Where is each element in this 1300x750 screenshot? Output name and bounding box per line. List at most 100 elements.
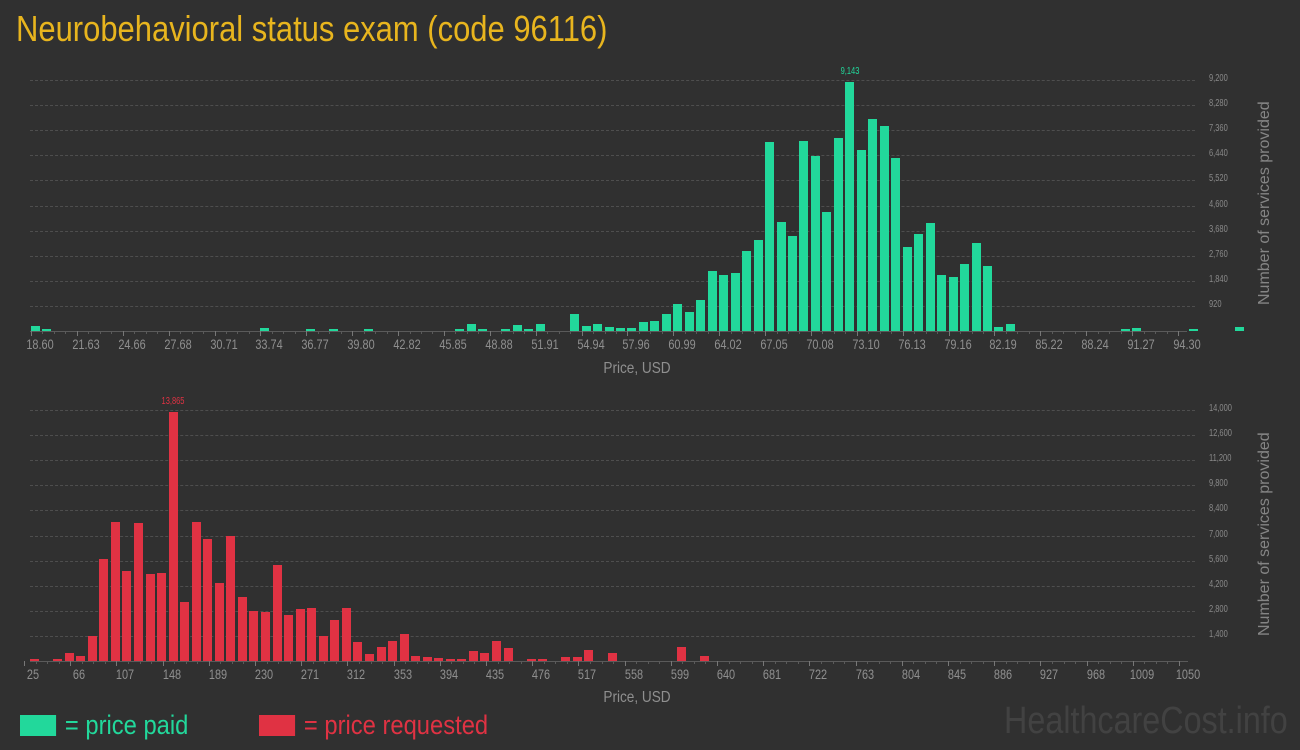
- histogram-bar: [570, 314, 580, 331]
- peak-value-label: 9,143: [840, 65, 860, 77]
- x-minor-tick: [1144, 661, 1146, 664]
- histogram-bar: [983, 265, 992, 331]
- x-tick-mark: [627, 331, 629, 336]
- gridline: [30, 610, 1195, 612]
- x-minor-tick: [375, 331, 377, 334]
- x-minor-tick: [696, 331, 698, 334]
- x-minor-tick: [185, 661, 187, 664]
- histogram-bar: [661, 314, 671, 331]
- gridline: [30, 535, 1195, 537]
- histogram-bar: [1235, 326, 1245, 331]
- histogram-bar: [845, 81, 855, 331]
- x-minor-tick: [455, 331, 457, 334]
- x-minor-tick: [428, 661, 430, 664]
- x-minor-tick: [832, 661, 834, 664]
- histogram-bar: [53, 659, 63, 661]
- histogram-bar: [891, 158, 901, 331]
- x-minor-tick: [329, 331, 331, 334]
- histogram-bar: [468, 650, 478, 661]
- x-minor-tick: [225, 331, 227, 334]
- x-minor-tick: [924, 661, 926, 664]
- x-minor-tick: [1028, 661, 1030, 664]
- x-minor-tick: [294, 331, 296, 334]
- histogram-bar: [492, 641, 501, 661]
- x-minor-tick: [99, 331, 101, 334]
- x-minor-tick: [661, 331, 663, 334]
- histogram-bar: [971, 243, 981, 331]
- x-tick-mark: [1178, 331, 1179, 336]
- x-minor-tick: [134, 331, 136, 334]
- x-tick-mark: [1086, 661, 1088, 666]
- histogram-bar: [295, 609, 305, 661]
- histogram-bar: [133, 523, 143, 661]
- x-tick-mark: [1086, 331, 1088, 336]
- histogram-bar: [1189, 329, 1199, 331]
- x-minor-tick: [1005, 331, 1007, 334]
- histogram-bar: [719, 274, 729, 331]
- x-tick-label: 21.63: [72, 336, 100, 352]
- x-minor-tick: [799, 331, 801, 334]
- x-minor-tick: [420, 331, 422, 334]
- x-tick-mark: [717, 661, 718, 666]
- x-minor-tick: [1155, 661, 1157, 664]
- x-tick-label: 30.71: [209, 336, 238, 352]
- x-minor-tick: [231, 661, 233, 664]
- gridline: [30, 635, 1195, 637]
- histogram-bar: [676, 646, 686, 661]
- x-tick-label: 394: [439, 666, 458, 682]
- x-minor-tick: [636, 661, 638, 664]
- histogram-bar: [363, 329, 373, 331]
- x-minor-tick: [93, 661, 95, 664]
- histogram-bar: [833, 137, 843, 331]
- x-minor-tick: [462, 661, 464, 664]
- x-minor-tick: [53, 331, 55, 334]
- y-tick-label: 5,600: [1209, 553, 1228, 565]
- histogram-bar: [730, 272, 740, 331]
- histogram-bar: [249, 610, 259, 661]
- histogram-bar: [856, 149, 866, 331]
- histogram-bar: [994, 327, 1004, 331]
- x-tick-mark: [578, 661, 580, 666]
- x-minor-tick: [788, 331, 790, 334]
- x-tick-label: 886: [994, 666, 1013, 682]
- x-tick-label: 148: [162, 666, 181, 682]
- x-minor-tick: [81, 661, 83, 664]
- histogram-bar: [30, 658, 39, 661]
- x-tick-label: 48.88: [485, 336, 513, 352]
- x-tick-label: 230: [254, 666, 274, 682]
- x-minor-tick: [151, 661, 153, 664]
- x-minor-tick: [1028, 331, 1030, 334]
- histogram-bar: [122, 571, 132, 661]
- x-minor-tick: [497, 661, 499, 664]
- x-minor-tick: [936, 661, 938, 664]
- x-minor-tick: [868, 331, 870, 334]
- x-minor-tick: [1051, 661, 1053, 664]
- histogram-bar: [638, 322, 648, 331]
- y-tick-label: 1,400: [1209, 628, 1228, 640]
- gridline: [30, 485, 1195, 487]
- x-tick-mark: [1040, 661, 1042, 666]
- histogram-bar: [607, 653, 617, 661]
- histogram-bar: [110, 521, 120, 661]
- x-tick-mark: [393, 661, 395, 666]
- histogram-bar: [650, 320, 660, 331]
- gridline: [30, 180, 1195, 182]
- watermark: HealthcareCost.info: [1004, 700, 1288, 742]
- x-tick-label: 804: [901, 666, 920, 682]
- x-tick-label: 73.10: [852, 336, 880, 352]
- x-minor-tick: [409, 331, 411, 334]
- histogram-bar: [696, 300, 706, 331]
- histogram-bar: [168, 412, 178, 661]
- histogram-bar: [788, 236, 798, 331]
- histogram-bar: [260, 327, 270, 331]
- x-minor-tick: [289, 661, 291, 664]
- x-tick-label: 681: [763, 666, 782, 682]
- histogram-bar: [76, 656, 86, 661]
- x-minor-tick: [1005, 661, 1007, 664]
- x-minor-tick: [613, 661, 615, 664]
- x-minor-tick: [604, 331, 606, 334]
- histogram-bar: [466, 324, 476, 331]
- x-minor-tick: [335, 661, 337, 664]
- x-minor-tick: [615, 331, 617, 334]
- x-tick-mark: [486, 661, 487, 666]
